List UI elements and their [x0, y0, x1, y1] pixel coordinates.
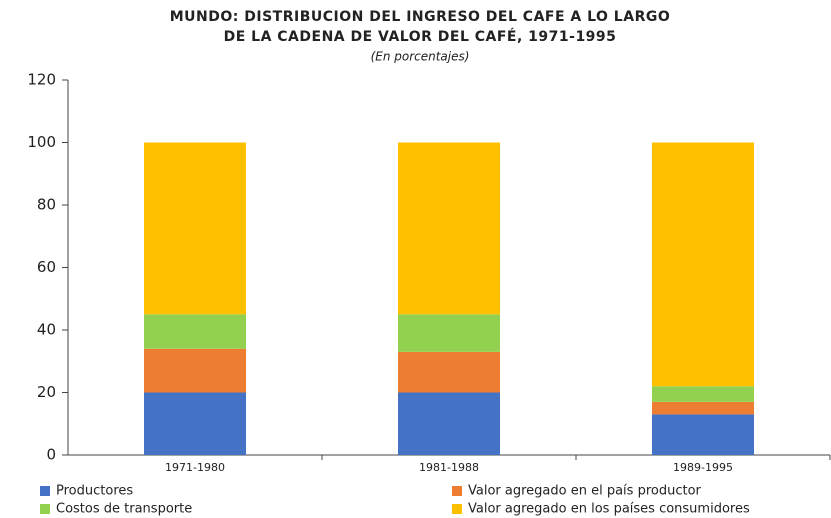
x-tick-label: 1971-1980	[165, 461, 225, 474]
bar-segment	[652, 401, 754, 415]
bar-segment	[398, 142, 500, 315]
chart-subtitle: (En porcentajes)	[371, 50, 470, 64]
legend-swatch	[40, 486, 50, 496]
bar-segment	[398, 314, 500, 352]
x-tick-label: 1989-1995	[673, 461, 733, 474]
bar-segment	[144, 142, 246, 315]
y-tick-label: 60	[37, 258, 56, 276]
legend-swatch	[452, 504, 462, 514]
legend-label: Productores	[56, 484, 133, 499]
bar-segment	[398, 392, 500, 455]
bar-segment	[652, 142, 754, 387]
y-tick-label: 20	[37, 383, 56, 401]
bar-segment	[398, 351, 500, 393]
bar-segment	[144, 314, 246, 349]
chart-title: DE LA CADENA DE VALOR DEL CAFÉ, 1971-199…	[224, 28, 617, 45]
y-tick-label: 120	[27, 71, 56, 89]
legend-label: Valor agregado en los países consumidore…	[468, 502, 750, 517]
legend-swatch	[452, 486, 462, 496]
legend-label: Costos de transporte	[56, 502, 192, 517]
bar-segment	[652, 386, 754, 402]
chart-title: MUNDO: DISTRIBUCION DEL INGRESO DEL CAFE…	[170, 9, 671, 25]
bar-segment	[144, 392, 246, 455]
y-tick-label: 0	[46, 446, 56, 464]
y-tick-label: 80	[37, 196, 56, 214]
legend-swatch	[40, 504, 50, 514]
legend-label: Valor agregado en el país productor	[468, 484, 702, 499]
bar-segment	[652, 414, 754, 455]
y-tick-label: 40	[37, 321, 56, 339]
x-tick-label: 1981-1988	[419, 461, 479, 474]
bar-segment	[144, 348, 246, 393]
y-tick-label: 100	[27, 133, 56, 151]
